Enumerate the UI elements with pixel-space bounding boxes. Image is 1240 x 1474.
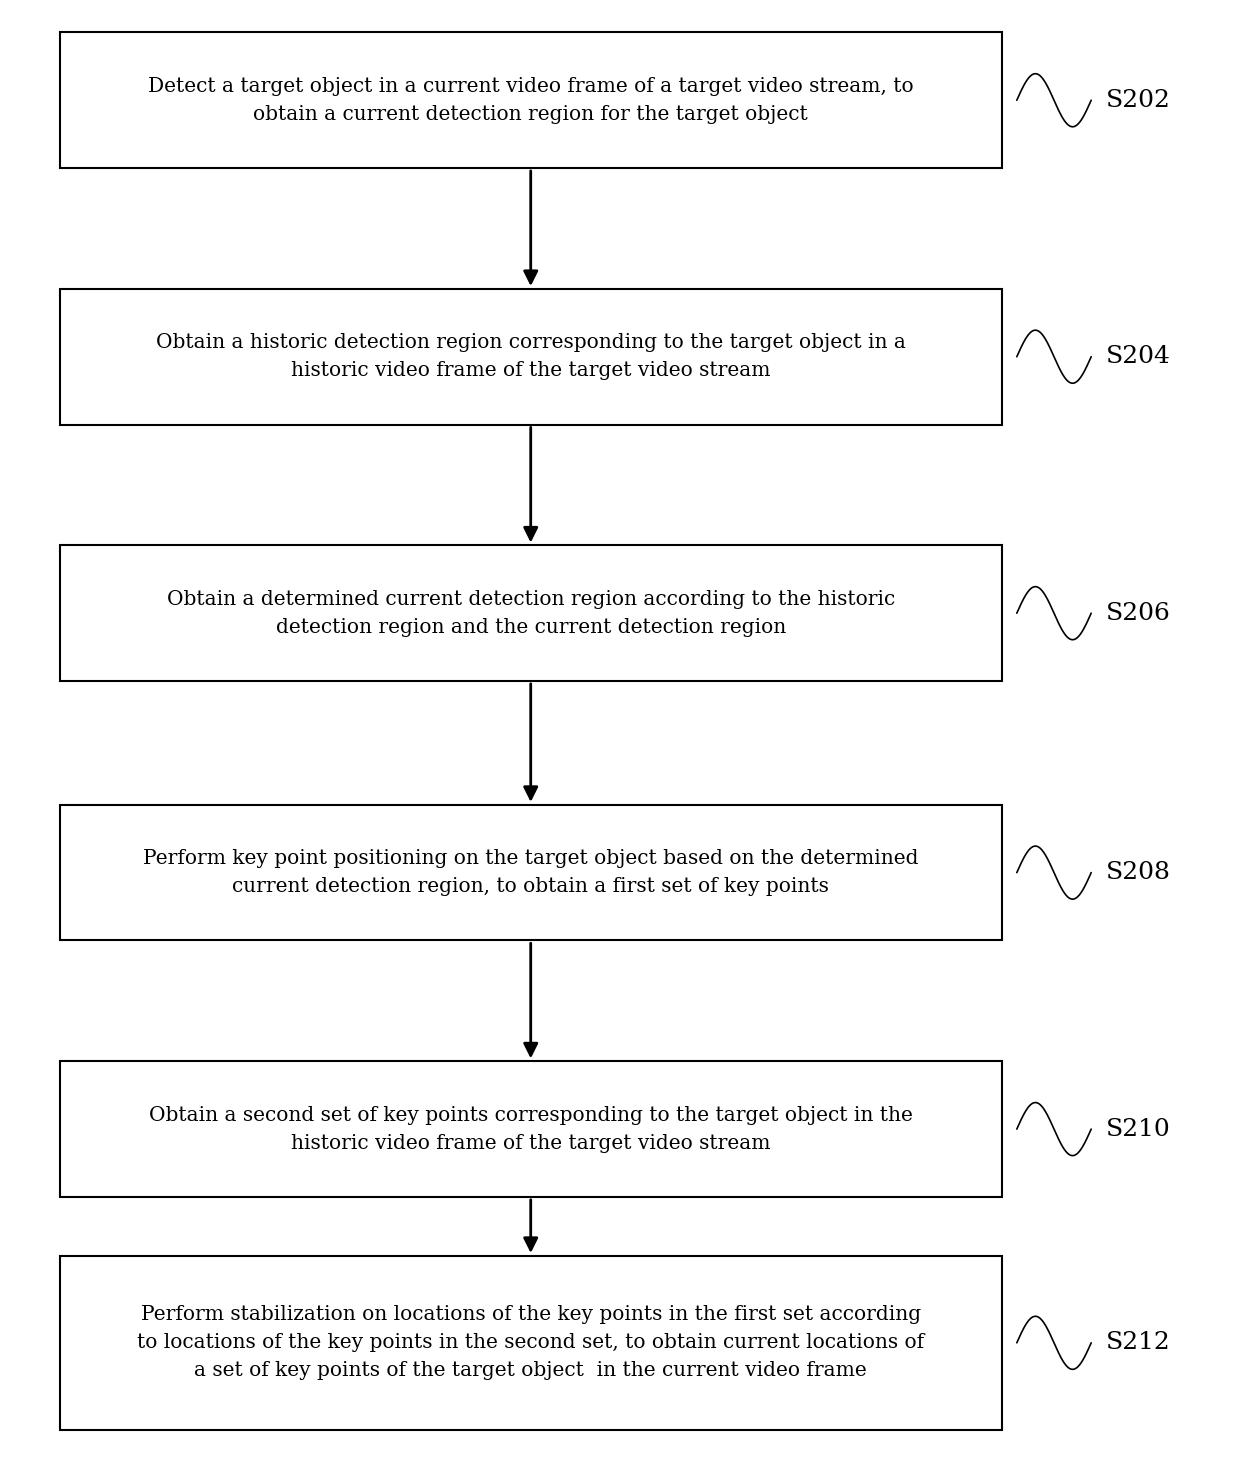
FancyBboxPatch shape: [60, 289, 1002, 425]
Text: S212: S212: [1106, 1331, 1171, 1355]
Text: Obtain a second set of key points corresponding to the target object in the
hist: Obtain a second set of key points corres…: [149, 1106, 913, 1153]
Text: S206: S206: [1106, 601, 1171, 625]
Text: Perform stabilization on locations of the key points in the first set according
: Perform stabilization on locations of th…: [138, 1306, 924, 1380]
Text: Detect a target object in a current video frame of a target video stream, to
obt: Detect a target object in a current vide…: [148, 77, 914, 124]
Text: Perform key point positioning on the target object based on the determined
curre: Perform key point positioning on the tar…: [143, 849, 919, 896]
Text: S204: S204: [1106, 345, 1171, 368]
FancyBboxPatch shape: [60, 1256, 1002, 1430]
FancyBboxPatch shape: [60, 805, 1002, 940]
Text: Obtain a historic detection region corresponding to the target object in a
histo: Obtain a historic detection region corre…: [156, 333, 905, 380]
Text: S202: S202: [1106, 88, 1171, 112]
Text: Obtain a determined current detection region according to the historic
detection: Obtain a determined current detection re…: [166, 590, 895, 637]
Text: S210: S210: [1106, 1117, 1171, 1141]
Text: S208: S208: [1106, 861, 1171, 884]
FancyBboxPatch shape: [60, 32, 1002, 168]
FancyBboxPatch shape: [60, 545, 1002, 681]
FancyBboxPatch shape: [60, 1061, 1002, 1197]
